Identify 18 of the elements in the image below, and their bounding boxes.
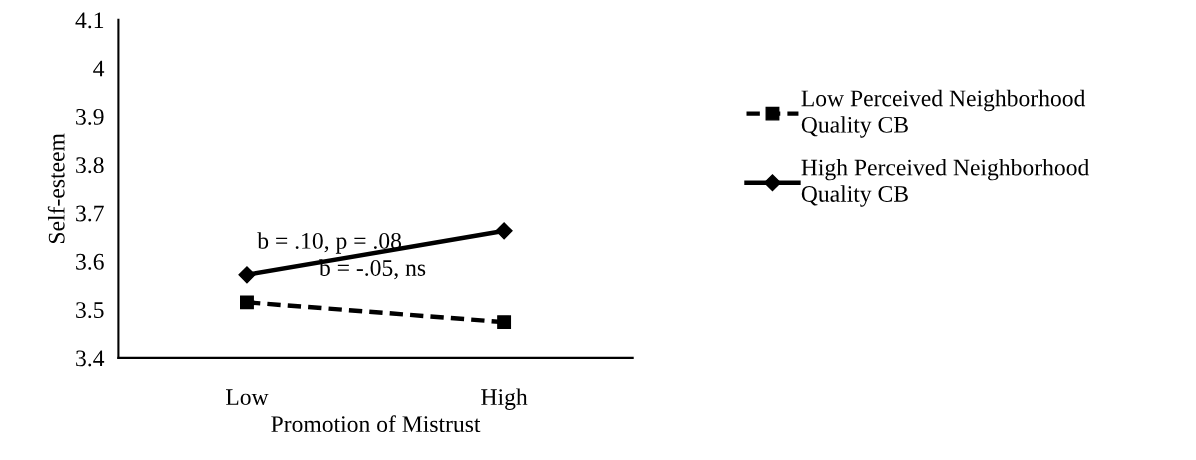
x-tick-label: High [481,388,528,410]
legend-label: High Perceived Neighborhood Quality CB [801,158,1090,207]
y-axis-title: Self-esteem [47,133,65,243]
x-axis-title: Promotion of Mistrust [271,415,481,433]
y-tick-label: 3.6 [76,253,104,270]
y-tick-label: 3.8 [76,157,104,174]
y-tick-label: 3.7 [76,205,104,222]
point [495,222,513,240]
y-tick-label: 3.5 [76,302,104,319]
point [497,315,512,330]
point [238,266,256,284]
y-tick-label: 4.1 [75,12,104,29]
point [240,295,254,310]
legend-label: Low Perceived Neighborhood Quality CB [801,89,1086,138]
x-tick-label: Low [226,389,269,406]
y-tick-label: 3.9 [76,108,104,125]
y-tick-label: 4 [93,60,105,77]
y-tick-label: 3.4 [76,350,105,367]
